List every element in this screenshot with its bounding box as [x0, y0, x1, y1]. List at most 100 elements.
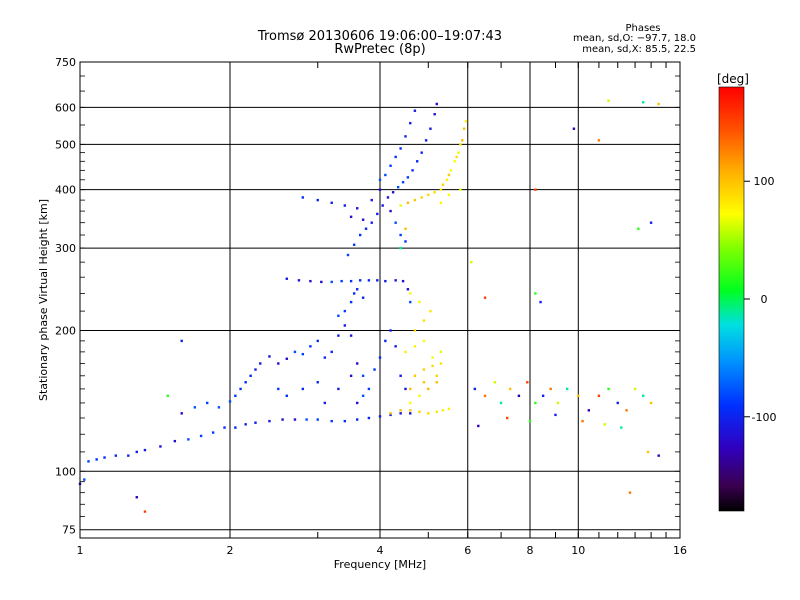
- data-point-0-73: [337, 314, 340, 317]
- data-point-1-27: [441, 409, 445, 412]
- data-point-2-42: [470, 260, 473, 264]
- data-point-0-50: [349, 334, 353, 337]
- data-point-0-14: [223, 426, 226, 429]
- data-point-0-2: [87, 460, 90, 463]
- data-point-0-54: [373, 368, 376, 371]
- y-axis-label: Stationary phase Virtual Height [km]: [37, 199, 50, 401]
- data-point-0-64: [277, 387, 280, 391]
- chart-subtitle: RwPretec (8p): [334, 42, 425, 57]
- data-point-2-26: [603, 423, 606, 426]
- data-point-0-15: [234, 426, 237, 429]
- data-point-1-24: [418, 410, 421, 414]
- data-point-2-38: [534, 188, 537, 191]
- data-point-0-56: [384, 339, 387, 343]
- data-point-0-27: [378, 415, 382, 418]
- x-tick-label: 4: [377, 544, 384, 557]
- data-point-0-88: [376, 279, 379, 282]
- data-point-0-57: [389, 329, 392, 332]
- data-point-0-4: [103, 456, 106, 459]
- data-point-0-121: [370, 198, 373, 202]
- data-point-0-77: [355, 288, 359, 291]
- data-point-0-76: [352, 292, 356, 295]
- data-point-1-26: [435, 410, 438, 414]
- data-point-2-41: [628, 491, 632, 494]
- data-point-1-5: [433, 191, 436, 194]
- data-point-0-13: [211, 431, 215, 434]
- x-tick-label: 16: [673, 544, 687, 557]
- data-point-0-97: [364, 227, 368, 230]
- data-point-0-51: [355, 362, 359, 365]
- x-axis-ticks: 1 2 4 6 8 10 16: [77, 62, 687, 557]
- data-point-0-92: [406, 288, 410, 291]
- data-point-0-52: [361, 374, 365, 378]
- data-point-0-113: [378, 178, 382, 181]
- data-point-0-79: [285, 277, 288, 280]
- data-point-2-36: [657, 102, 660, 106]
- data-point-0-132: [349, 215, 353, 219]
- data-point-0-62: [193, 406, 197, 409]
- colorbar: [718, 86, 745, 512]
- y-tick-label: 400: [55, 184, 76, 197]
- data-point-2-1: [483, 394, 487, 398]
- data-point-0-125: [399, 233, 402, 237]
- data-point-0-118: [404, 135, 407, 138]
- data-point-1-8: [449, 169, 453, 172]
- data-point-1-7: [445, 178, 449, 181]
- data-point-1-34: [422, 368, 426, 371]
- data-point-0-31: [217, 406, 221, 409]
- data-point-0-101: [386, 196, 390, 199]
- data-point-1-6: [439, 188, 443, 191]
- data-point-0-66: [301, 387, 305, 391]
- data-point-0-5: [114, 454, 118, 457]
- data-point-2-9: [549, 387, 552, 391]
- data-point-2-37: [572, 127, 576, 130]
- data-point-0-102: [391, 191, 395, 194]
- data-point-0-42: [293, 350, 297, 354]
- data-point-0-117: [399, 147, 402, 150]
- data-point-1-19: [447, 193, 451, 197]
- data-point-0-48: [337, 334, 340, 337]
- data-point-0-74: [343, 309, 347, 313]
- data-point-0-25: [355, 418, 359, 421]
- data-point-2-32: [539, 300, 542, 304]
- data-point-2-0: [473, 387, 477, 391]
- data-point-0-43: [301, 352, 305, 356]
- data-point-0-17: [254, 421, 257, 424]
- data-point-0-59: [399, 374, 402, 378]
- data-point-0-85: [349, 279, 353, 283]
- data-point-1-46: [422, 319, 426, 322]
- y-axis-ticks: 75 100 200 300 400 500 600 750: [55, 56, 680, 537]
- data-point-2-4: [508, 387, 512, 391]
- y-tick-label: 100: [55, 465, 76, 478]
- data-point-0-109: [424, 139, 428, 142]
- data-point-2-31: [534, 292, 537, 295]
- data-point-0-61: [180, 412, 183, 415]
- data-point-0-71: [355, 401, 359, 405]
- data-point-1-32: [435, 381, 438, 384]
- data-point-2-3: [499, 401, 503, 405]
- data-point-1-25: [427, 412, 430, 415]
- data-point-0-30: [409, 412, 412, 415]
- data-point-0-63: [205, 401, 209, 405]
- x-tick-label: 1: [77, 544, 84, 557]
- data-point-1-20: [459, 188, 462, 191]
- data-point-2-28: [646, 450, 650, 454]
- data-point-0-9: [159, 445, 162, 448]
- data-point-1-36: [439, 362, 443, 365]
- data-point-0-90: [394, 279, 397, 282]
- data-point-2-46: [143, 510, 147, 513]
- data-point-2-30: [483, 296, 487, 299]
- data-point-1-23: [409, 409, 412, 412]
- data-point-0-19: [281, 418, 284, 421]
- stats-o-mode: mean, sd,O: −97.7, 18.0: [573, 33, 696, 44]
- data-point-2-29: [657, 454, 660, 457]
- data-point-2-13: [587, 409, 591, 412]
- data-point-0-89: [384, 279, 387, 283]
- data-point-2-11: [565, 387, 569, 391]
- data-point-0-22: [316, 418, 319, 421]
- data-point-2-23: [528, 419, 532, 423]
- data-point-0-58: [394, 345, 397, 348]
- y-tick-label: 200: [55, 324, 76, 337]
- data-point-1-42: [409, 387, 412, 391]
- data-point-0-28: [389, 413, 392, 417]
